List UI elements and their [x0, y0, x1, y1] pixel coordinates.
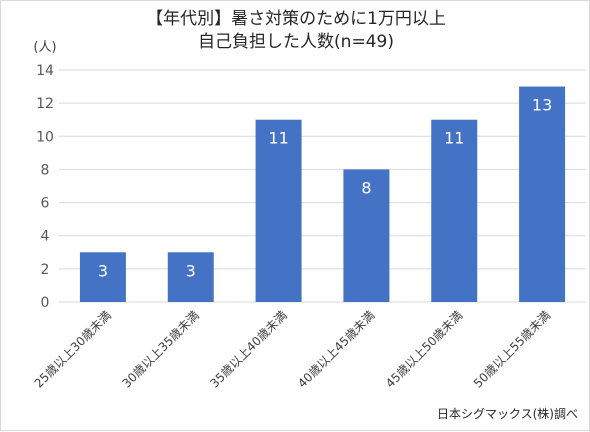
x-tick-label: 25歳以上30歳未満 [32, 308, 114, 390]
y-tick-label: 10 [36, 129, 54, 145]
x-tick-label: 50歳以上55歳未満 [471, 308, 553, 390]
bar [519, 86, 566, 302]
bar [343, 169, 390, 302]
chart-title-line-2: 自己負担した人数(n=49) [198, 32, 394, 52]
bar [431, 119, 478, 302]
bar [255, 119, 302, 302]
y-tick-label: 14 [36, 63, 54, 79]
bar-value-labels: 3 3 11 8 11 13 [98, 96, 552, 281]
y-tick-label: 6 [41, 196, 50, 212]
x-tick-label: 35歳以上40歳未満 [207, 308, 289, 390]
bars [79, 86, 566, 302]
bar [79, 252, 126, 302]
y-axis-unit: (人) [33, 40, 56, 55]
y-tick-label: 2 [41, 262, 50, 278]
x-tick-label: 40歳以上45歳未満 [295, 308, 377, 390]
y-tick-label: 8 [41, 162, 50, 178]
chart-title-line-1: 【年代別】暑さ対策のために1万円以上 [146, 9, 446, 29]
bar-value-label: 11 [268, 129, 288, 148]
gridlines [59, 69, 586, 303]
bar-value-label: 8 [361, 178, 371, 197]
x-tick-label: 30歳以上35歳未満 [119, 308, 201, 390]
y-tick-labels: 0 2 4 6 8 10 12 14 [36, 63, 54, 311]
source-note: 日本シグマックス(株)調べ [437, 406, 578, 421]
bar-value-label: 3 [98, 261, 108, 280]
x-tick-labels: 25歳以上30歳未満 30歳以上35歳未満 35歳以上40歳未満 40歳以上45歳未満… [32, 308, 554, 390]
bar [167, 252, 214, 302]
y-tick-label: 0 [41, 295, 50, 311]
bar-value-label: 13 [532, 96, 552, 115]
x-tick-label: 45歳以上50歳未満 [383, 308, 465, 390]
y-tick-label: 4 [41, 229, 50, 245]
bar-value-label: 11 [444, 129, 464, 148]
bar-value-label: 3 [186, 261, 196, 280]
y-tick-label: 12 [36, 96, 54, 112]
